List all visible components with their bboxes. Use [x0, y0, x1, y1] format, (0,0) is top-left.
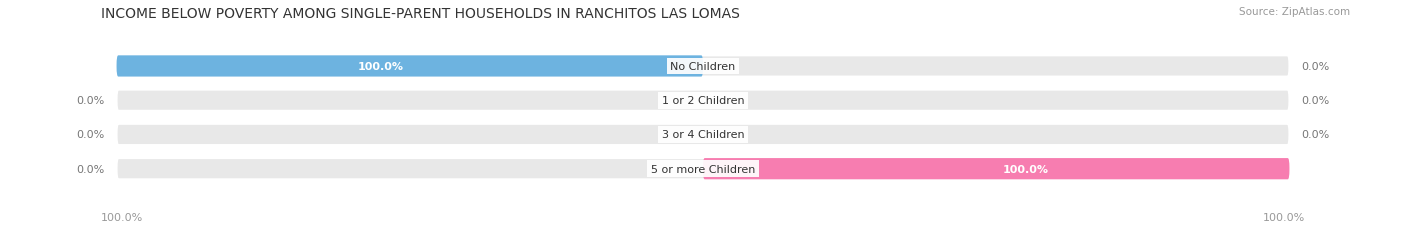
Text: 0.0%: 0.0%: [1302, 130, 1330, 140]
Text: INCOME BELOW POVERTY AMONG SINGLE-PARENT HOUSEHOLDS IN RANCHITOS LAS LOMAS: INCOME BELOW POVERTY AMONG SINGLE-PARENT…: [101, 7, 740, 21]
Text: 0.0%: 0.0%: [76, 164, 104, 174]
Text: 100.0%: 100.0%: [1002, 164, 1049, 174]
FancyBboxPatch shape: [117, 124, 1289, 146]
Text: No Children: No Children: [671, 62, 735, 72]
Text: 0.0%: 0.0%: [1302, 62, 1330, 72]
Text: 100.0%: 100.0%: [1263, 212, 1305, 222]
FancyBboxPatch shape: [703, 158, 1289, 179]
FancyBboxPatch shape: [117, 56, 703, 77]
Text: 1 or 2 Children: 1 or 2 Children: [662, 96, 744, 106]
Text: 0.0%: 0.0%: [76, 130, 104, 140]
Text: 3 or 4 Children: 3 or 4 Children: [662, 130, 744, 140]
Text: 100.0%: 100.0%: [357, 62, 404, 72]
FancyBboxPatch shape: [117, 158, 1289, 179]
Text: 0.0%: 0.0%: [1302, 96, 1330, 106]
Text: Source: ZipAtlas.com: Source: ZipAtlas.com: [1239, 7, 1350, 17]
Text: 100.0%: 100.0%: [101, 212, 143, 222]
FancyBboxPatch shape: [117, 56, 1289, 77]
Text: 0.0%: 0.0%: [76, 96, 104, 106]
FancyBboxPatch shape: [117, 90, 1289, 111]
Text: 5 or more Children: 5 or more Children: [651, 164, 755, 174]
